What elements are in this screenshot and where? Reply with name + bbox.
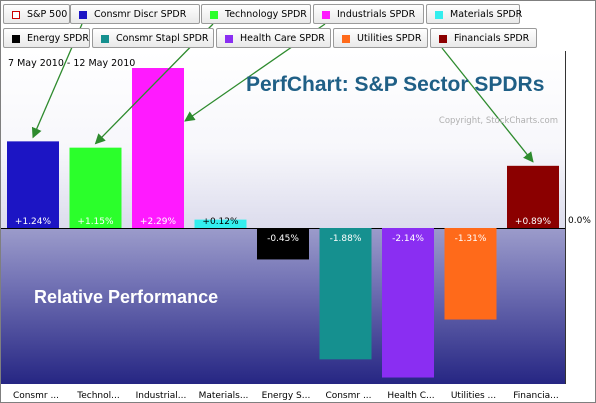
color-swatch-icon <box>79 11 87 19</box>
tab-label: Utilities SPDR <box>357 33 422 44</box>
bar-value-label: +2.29% <box>140 217 177 227</box>
tab-label: Consmr Discr SPDR <box>94 9 187 20</box>
color-swatch-icon <box>225 35 233 43</box>
bar-value-label: -0.45% <box>267 234 299 244</box>
legend-tab[interactable]: Technology SPDR <box>201 4 311 24</box>
color-swatch-icon <box>12 35 20 43</box>
chart-title: PerfChart: S&P Sector SPDRs <box>246 73 544 96</box>
chart-subtitle: Relative Performance <box>34 287 218 307</box>
bar-value-label: -2.14% <box>392 234 424 244</box>
bar[interactable] <box>382 228 434 378</box>
legend-tab[interactable]: Energy SPDR <box>3 28 90 48</box>
bar-value-label: +1.24% <box>15 217 52 227</box>
category-tick-label: Energy S... <box>262 391 311 401</box>
bar[interactable] <box>132 68 184 228</box>
tab-label: Energy SPDR <box>27 33 89 44</box>
bar-value-label: +0.89% <box>515 217 552 227</box>
tab-label: Financials SPDR <box>454 33 530 44</box>
legend-tab[interactable]: Materials SPDR <box>426 4 523 24</box>
color-swatch-icon <box>322 11 330 19</box>
bar[interactable] <box>507 165 559 228</box>
category-labels-group: Consmr ... Technol... Industrial... Materia… <box>13 391 559 401</box>
legend-tab[interactable]: Utilities SPDR <box>333 28 428 48</box>
category-tick-label: Materials... <box>199 391 249 401</box>
tab-label: Materials SPDR <box>450 9 523 20</box>
color-swatch-icon <box>210 11 218 19</box>
copyright-watermark: Copyright, StockCharts.com <box>439 116 558 126</box>
legend-tab[interactable]: Health Care SPDR <box>216 28 331 48</box>
category-tick-label: Utilities ... <box>451 391 496 401</box>
bar-value-label: -1.88% <box>330 234 362 244</box>
legend-tab[interactable]: Financials SPDR <box>430 28 537 48</box>
bar-value-label: +0.12% <box>202 217 239 227</box>
bar-value-label: +1.15% <box>77 217 114 227</box>
bar[interactable] <box>194 219 247 228</box>
bar-value-label: -1.31% <box>455 234 487 244</box>
category-tick-label: Financia... <box>513 391 559 401</box>
tab-label: Consmr Stapl SPDR <box>116 33 209 44</box>
tab-label: Industrials SPDR <box>337 9 416 20</box>
legend-tab[interactable]: Industrials SPDR <box>313 4 424 24</box>
bar[interactable] <box>444 228 497 320</box>
bar[interactable] <box>7 141 59 228</box>
legend-tab[interactable]: Consmr Discr SPDR <box>70 4 200 24</box>
category-tick-label: Consmr ... <box>13 391 59 401</box>
bar[interactable] <box>319 228 372 360</box>
tab-label: Health Care SPDR <box>240 33 325 44</box>
category-tick-label: Industrial... <box>136 391 187 401</box>
bar[interactable] <box>257 228 309 260</box>
color-swatch-icon <box>439 35 447 43</box>
legend-tab[interactable]: S&P 500 <box>3 4 70 24</box>
tab-label: Technology SPDR <box>225 9 307 20</box>
annotation-arrow <box>441 47 534 163</box>
color-swatch-icon <box>101 35 109 43</box>
legend-tab[interactable]: Consmr Stapl SPDR <box>92 28 214 48</box>
category-tick-label: Health C... <box>387 391 434 401</box>
category-tick-label: Consmr ... <box>325 391 371 401</box>
color-swatch-icon <box>12 11 20 19</box>
bar[interactable] <box>69 147 122 228</box>
color-swatch-icon <box>435 11 443 19</box>
color-swatch-icon <box>342 35 350 43</box>
date-range: 7 May 2010 - 12 May 2010 <box>8 58 136 69</box>
tab-label: S&P 500 <box>27 9 68 20</box>
zero-value-label: 0.0% <box>568 216 591 226</box>
category-tick-label: Technol... <box>76 391 119 401</box>
bars-group: +1.24% +1.15% +2.29% +0.12% -0.45% -1.88% -2.1… <box>7 68 559 378</box>
